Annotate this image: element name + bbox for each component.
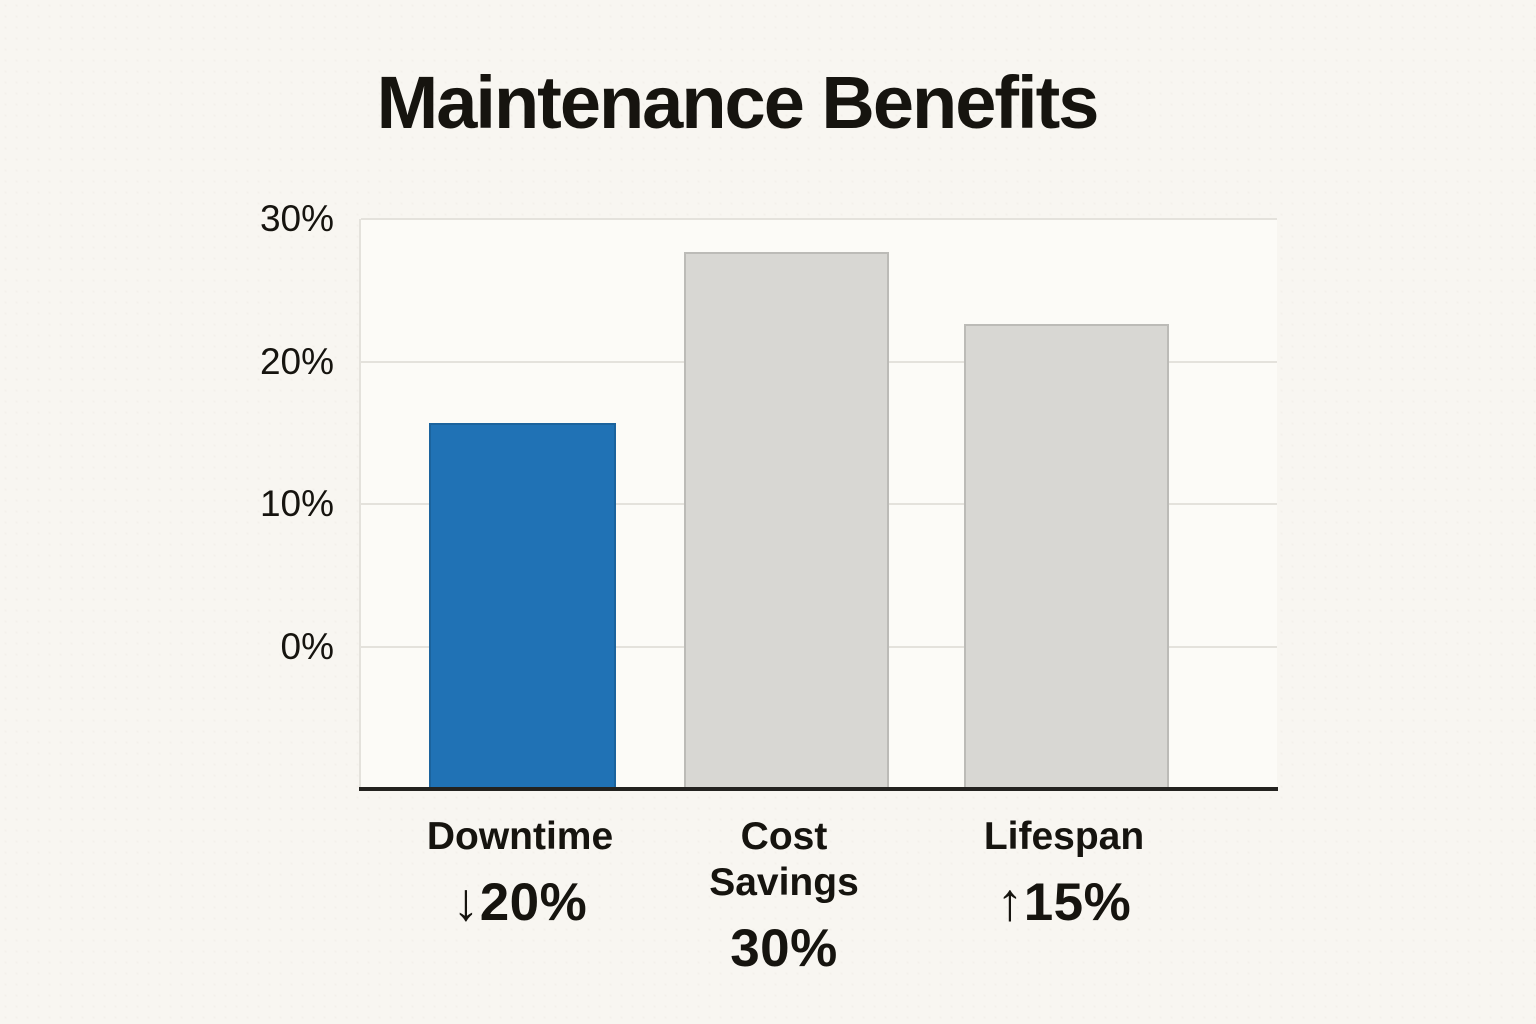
value-annotation-cost-savings: 30% <box>730 919 838 978</box>
value-annotation-lifespan: ↑15% <box>996 873 1132 932</box>
bar-downtime <box>429 423 616 789</box>
y-axis-tick-20: 20% <box>259 340 334 382</box>
category-label-downtime: Downtime <box>426 815 614 858</box>
x-label-block-downtime: Downtime ↓20% <box>350 814 690 934</box>
x-axis-line <box>359 787 1278 791</box>
y-axis-tick-0: 0% <box>280 625 334 667</box>
chart-title: Maintenance Benefits <box>376 61 1100 144</box>
category-label-cost-savings: Cost Savings <box>709 815 859 904</box>
bar-cost-savings <box>684 252 889 789</box>
x-label-block-cost-savings: Cost Savings 30% <box>614 814 954 980</box>
y-axis-tick-30: 30% <box>259 198 334 239</box>
x-label-block-lifespan: Lifespan ↑15% <box>894 814 1234 934</box>
category-label-lifespan: Lifespan <box>983 815 1145 858</box>
y-axis-tick-10: 10% <box>259 483 334 524</box>
bar-lifespan <box>964 324 1169 789</box>
plot-area <box>359 218 1278 791</box>
value-annotation-downtime: ↓20% <box>452 873 588 932</box>
gridline-30 <box>361 218 1277 220</box>
